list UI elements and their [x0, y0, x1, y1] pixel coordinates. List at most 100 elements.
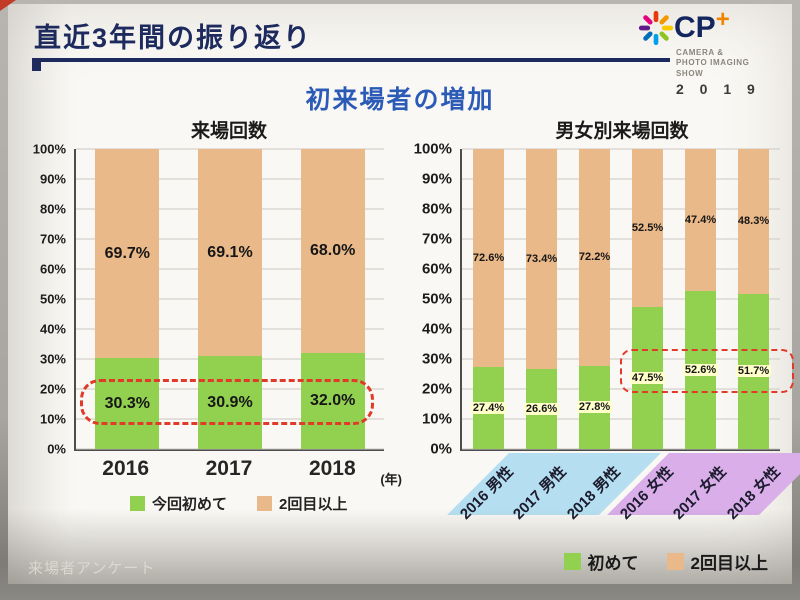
- value-label: 30.9%: [207, 393, 253, 411]
- bar-2018: 32.0% 68.0%: [300, 149, 365, 449]
- chart-left: 0% 10% 20% 30% 40% 50% 60% 70% 80% 90% 100% 30.3% 6…: [24, 142, 402, 514]
- gridline: [462, 418, 780, 420]
- slide-title: 直近3年間の振り返り: [34, 23, 313, 53]
- bar-segment: 30.9%: [197, 356, 262, 449]
- bar-segment: 32.0%: [300, 353, 365, 449]
- gridline: [462, 178, 780, 180]
- legend-swatch-green: [130, 496, 145, 511]
- bar-segment: 52.5%: [632, 149, 663, 307]
- photo-artifact-red: [0, 0, 16, 11]
- bars-left: 30.3% 69.7% 30.9% 69.1% 32.0% 68.0%: [76, 149, 384, 449]
- cpplus-asterisk-icon: [638, 10, 674, 46]
- legend-label: 2回目以上: [279, 496, 348, 513]
- ytick-label: 70%: [39, 231, 66, 247]
- bar-segment: 68.0%: [300, 149, 365, 353]
- value-label: 52.6%: [682, 364, 719, 377]
- ytick-label: 60%: [39, 261, 66, 277]
- value-label: 27.4%: [470, 401, 507, 414]
- ytick-label: 0%: [47, 441, 66, 457]
- footer-note: 来場者アンケート: [28, 560, 156, 577]
- ytick-label: 10%: [39, 411, 66, 427]
- bar-2016 女性: 47.5% 52.5%: [629, 149, 666, 449]
- bar-segment: 69.7%: [95, 149, 160, 359]
- x-category-label: 2018: [308, 457, 356, 480]
- value-label: 47.4%: [684, 214, 717, 227]
- slide-subtitle: 初来場者の増加: [305, 86, 495, 114]
- ytick-label: 10%: [421, 410, 452, 428]
- legend-left: 今回初めて 2回目以上: [130, 493, 384, 514]
- ytick-label: 20%: [39, 381, 66, 397]
- gridline: [462, 448, 780, 450]
- bar-segment: 26.6%: [523, 369, 560, 449]
- logo-year: 2 0 1 9: [676, 81, 761, 98]
- bar-segment: 48.3%: [738, 149, 769, 294]
- bar-2017: 30.9% 69.1%: [197, 149, 262, 449]
- slide: 直近3年間の振り返り CP + CAMERA & PHOTO IMAGING S…: [8, 4, 800, 584]
- gridline: [462, 238, 780, 240]
- gridline: [462, 268, 780, 270]
- value-label: 68.0%: [309, 242, 356, 259]
- logo-top-row: CP +: [638, 6, 780, 46]
- gridline: [462, 328, 780, 330]
- bar-2018 男性: 27.8% 72.2%: [576, 149, 613, 449]
- value-label: 69.1%: [207, 243, 253, 261]
- value-label: 48.3%: [737, 215, 770, 228]
- x-axis-labels-left: 2016 2017 2018 (年): [74, 451, 402, 487]
- ytick-label: 100%: [32, 141, 66, 157]
- bar-segment: 47.5%: [629, 306, 666, 449]
- ytick-label: 80%: [39, 201, 66, 217]
- bar-2018 女性: 51.7% 48.3%: [735, 149, 772, 449]
- logo-tagline: CAMERA & PHOTO IMAGING SHOW: [676, 48, 780, 79]
- legend-item-first-time: 初めて: [563, 549, 639, 574]
- bar-2017 女性: 52.6% 47.4%: [682, 149, 719, 449]
- bar-segment: 52.6%: [682, 291, 719, 449]
- bar-segment: 30.3%: [95, 358, 160, 449]
- y-axis-right: 0% 10% 20% 30% 40% 50% 60% 70% 80% 90% 100%: [414, 141, 460, 458]
- legend-item-first-time: 今回初めて: [130, 493, 227, 514]
- bar-segment: 27.8%: [576, 365, 613, 449]
- ytick-label: 30%: [421, 350, 452, 368]
- plot-area-left: 30.3% 69.7% 30.9% 69.1% 32.0% 68.0%: [74, 148, 384, 451]
- cpplus-logo: CP + CAMERA & PHOTO IMAGING SHOW 2 0 1 9: [638, 6, 780, 98]
- ytick-label: 50%: [421, 290, 452, 308]
- value-label: 32.0%: [309, 392, 356, 409]
- legend-swatch-green: [563, 553, 581, 570]
- x-category-label: 2017: [205, 457, 253, 480]
- legend-label: 2回目以上: [690, 554, 768, 573]
- legend-item-repeat: 2回目以上: [666, 549, 768, 574]
- ytick-label: 0%: [430, 440, 452, 458]
- legend-label: 初めて: [587, 554, 639, 573]
- gridline: [462, 298, 780, 300]
- x-axis-labels-right: 2016 男性 2017 男性 2018 男性 2016 女性 2017 女性 2018 …: [447, 451, 800, 539]
- ytick-label: 100%: [413, 140, 452, 158]
- logo-cp-text: CP: [674, 11, 716, 44]
- chart-right: 0% 10% 20% 30% 40% 50% 60% 70% 80% 90% 100% 27.4% 7…: [414, 141, 800, 539]
- bar-segment: 72.2%: [579, 149, 610, 366]
- bar-2016: 30.3% 69.7%: [95, 149, 160, 449]
- bar-segment: 51.7%: [735, 293, 772, 449]
- gridline: [76, 148, 384, 150]
- chart-visit-count: 来場回数 0% 10% 20% 30% 40% 50% 60% 70% 80% 90% 100% 3…: [24, 116, 402, 539]
- ytick-label: 20%: [421, 380, 452, 398]
- value-label: 72.2%: [578, 251, 611, 264]
- title-bullet-square: [32, 62, 41, 71]
- legend-swatch-tan: [257, 496, 273, 511]
- charts-row: 来場回数 0% 10% 20% 30% 40% 50% 60% 70% 80% 90% 100% 3…: [24, 116, 800, 539]
- ytick-label: 80%: [421, 200, 452, 218]
- plot-area-right: 27.4% 72.6% 26.6% 73.4% 27.8% 72.2% 47.5% 52.5%…: [460, 148, 794, 451]
- value-label: 30.3%: [104, 394, 151, 412]
- logo-tagline-line1: CAMERA &: [676, 48, 724, 57]
- x-axis-unit: (年): [380, 472, 402, 487]
- logo-plus-text: +: [715, 6, 730, 33]
- ytick-label: 50%: [39, 291, 66, 307]
- value-label: 69.7%: [104, 244, 151, 262]
- value-label: 73.4%: [525, 253, 558, 266]
- bar-segment: 69.1%: [197, 149, 262, 357]
- legend-right: 初めて 2回目以上: [563, 549, 768, 574]
- bar-segment: 27.4%: [470, 366, 507, 449]
- title-underline: [32, 58, 670, 62]
- logo-tagline-line3: SHOW: [676, 68, 704, 78]
- ytick-label: 60%: [421, 260, 452, 278]
- x-category-label: 2016: [102, 457, 150, 480]
- value-label: 27.8%: [576, 401, 613, 414]
